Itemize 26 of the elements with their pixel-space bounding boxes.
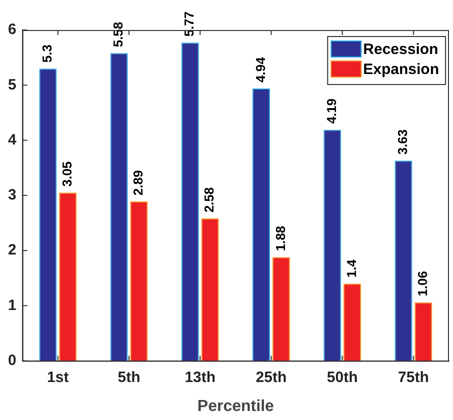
y-tick-label: 0 (8, 352, 16, 369)
x-tick-label: 50th (326, 368, 358, 386)
y-tick-label: 1 (8, 296, 16, 314)
data-label: 4.94 (252, 56, 268, 82)
data-label: 3.63 (395, 129, 410, 155)
data-label: 4.19 (324, 98, 339, 124)
data-label: 1.88 (272, 226, 288, 252)
x-tick-label: 1st (47, 368, 69, 386)
legend-label: Expansion (363, 61, 440, 78)
data-label: 3.05 (59, 161, 74, 187)
data-label: 2.58 (202, 187, 217, 213)
legend-label: Recession (363, 41, 438, 58)
data-label: 1.4 (344, 258, 359, 278)
x-tick-label: 5th (118, 368, 140, 386)
y-tick-label: 2 (8, 242, 16, 259)
y-tick-label: 5 (8, 76, 16, 94)
x-axis-title: Percentile (197, 398, 274, 415)
y-tick-label: 3 (8, 186, 16, 204)
data-label: 2.89 (130, 170, 146, 196)
data-label: 1.06 (414, 271, 430, 296)
x-tick-label: 13th (184, 368, 216, 386)
x-tick-label: 25th (256, 368, 287, 386)
x-tick-label: 75th (398, 368, 429, 386)
y-tick-label: 4 (8, 131, 17, 148)
y-tick-label: 6 (8, 21, 16, 38)
data-label: 5.3 (40, 44, 55, 63)
